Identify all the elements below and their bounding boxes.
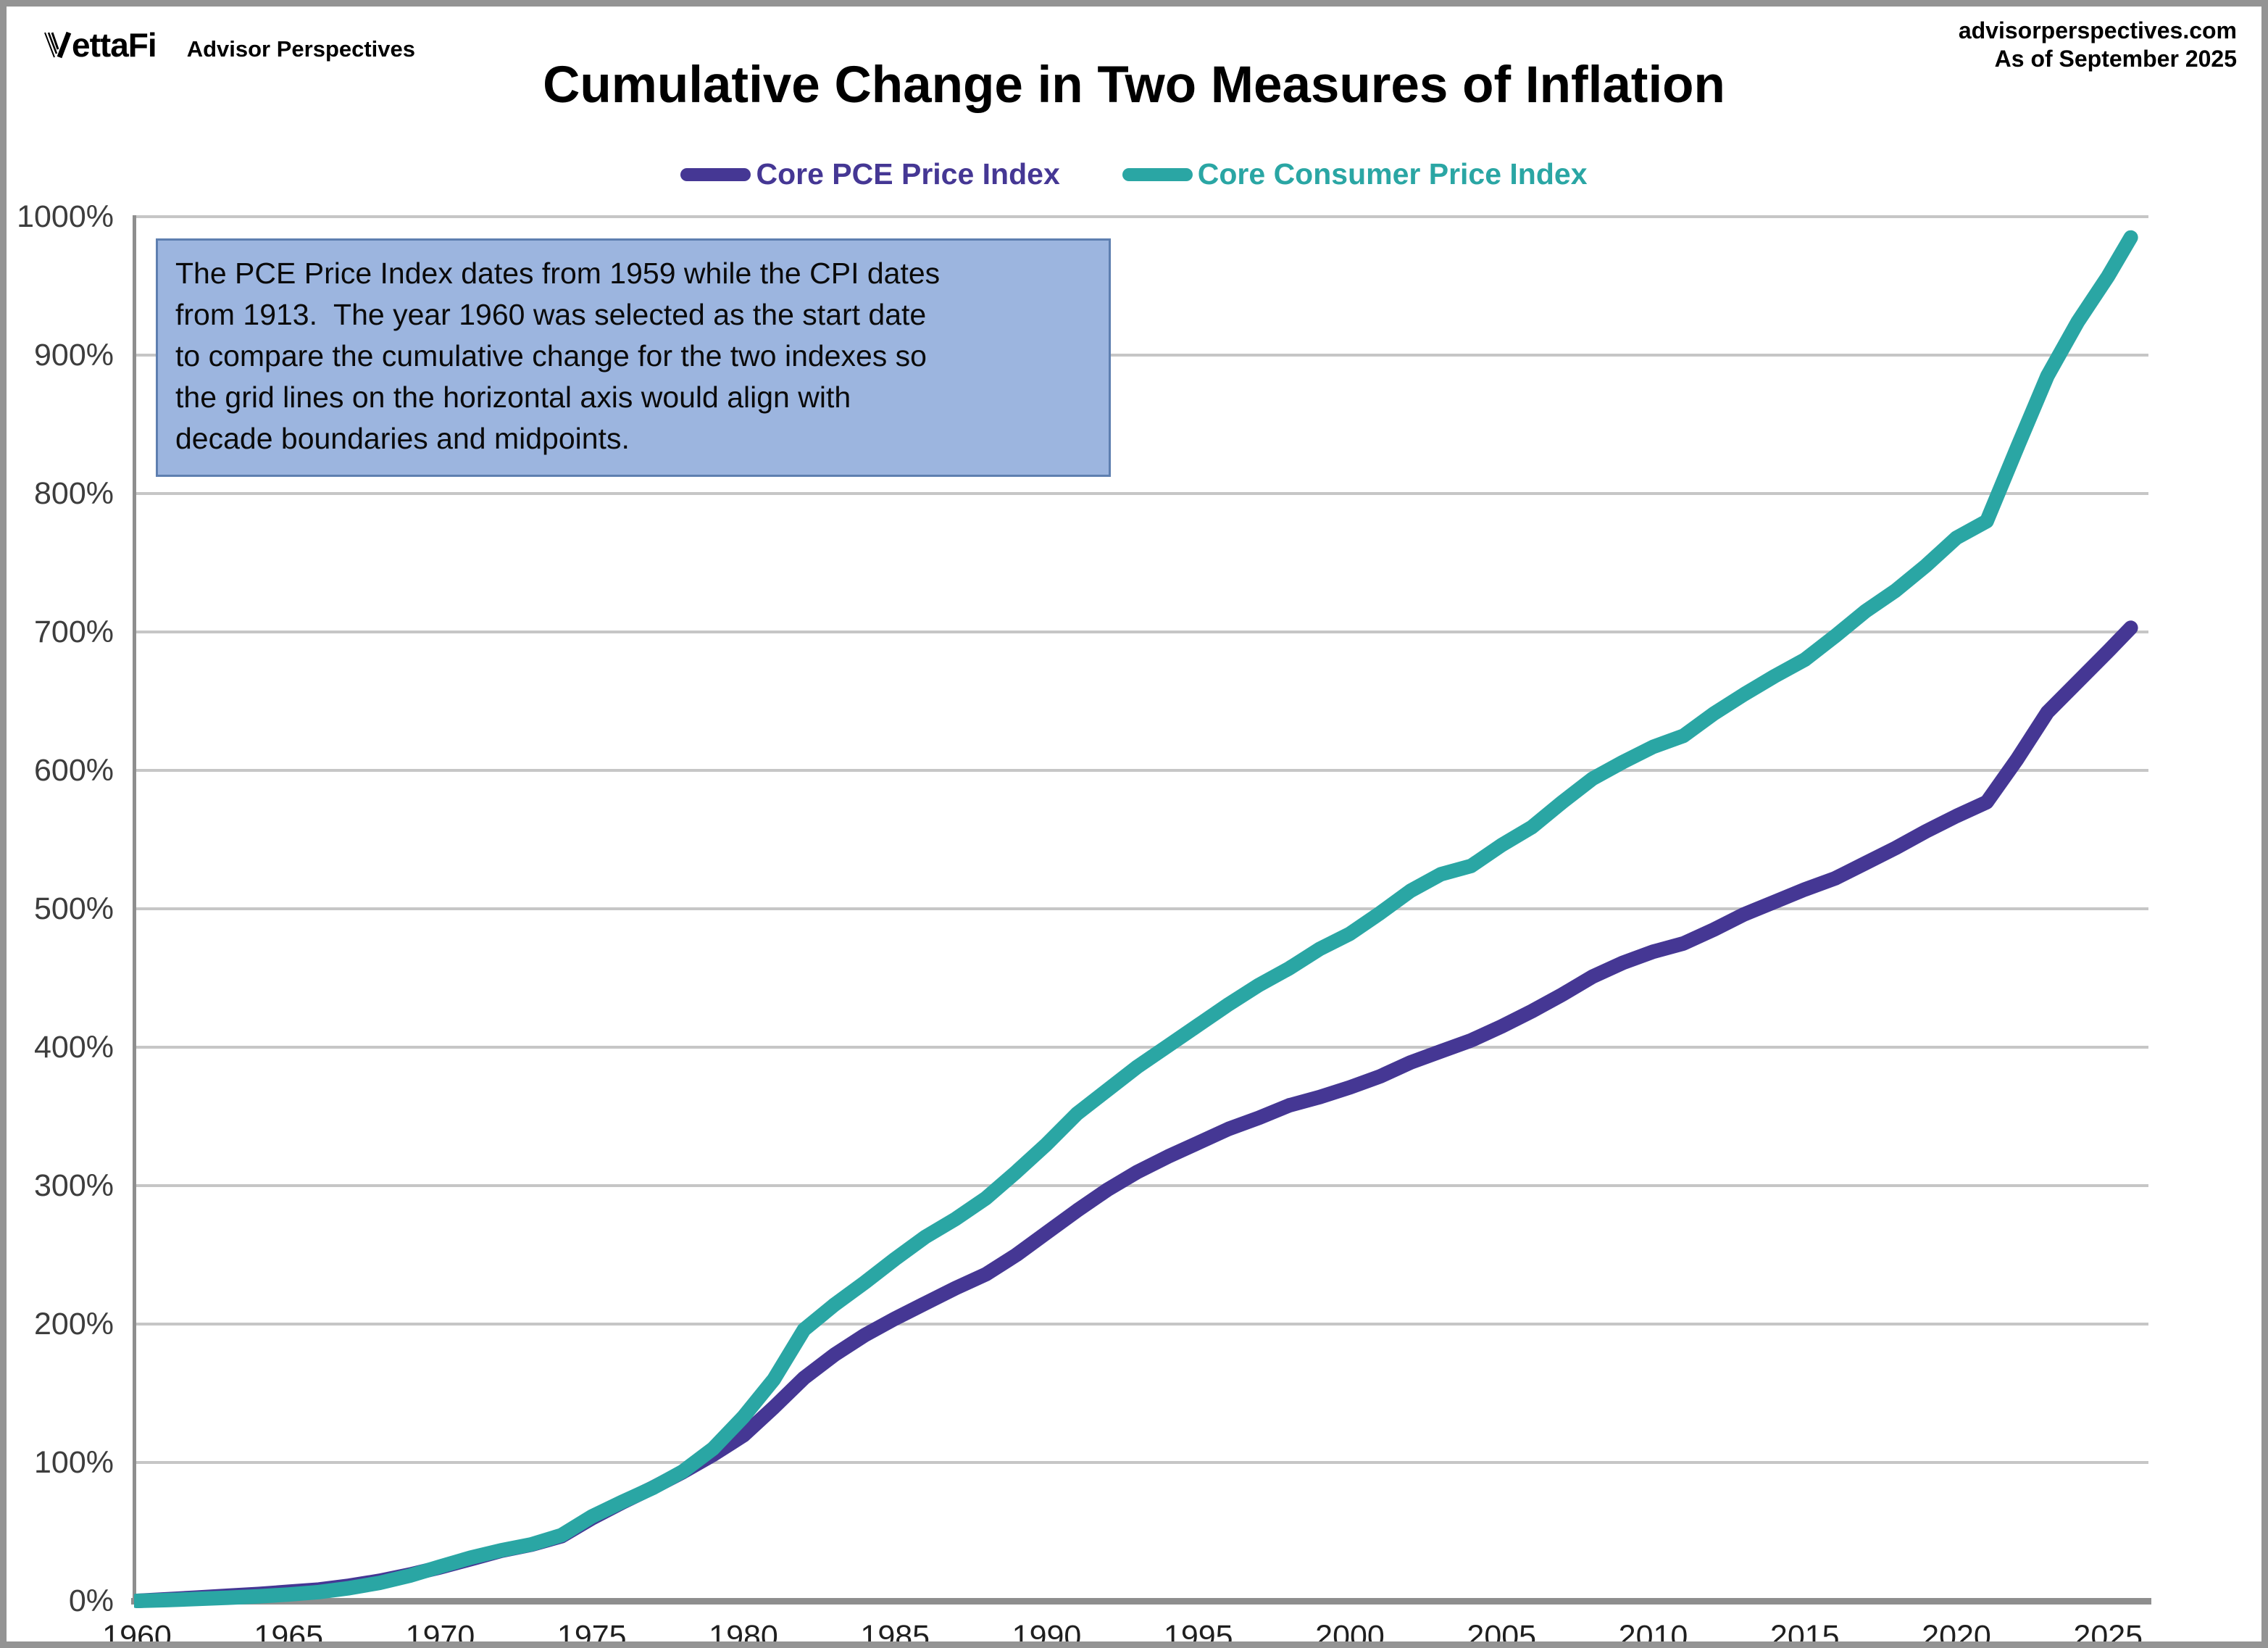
y-axis-label-100: 100% xyxy=(34,1445,114,1480)
source-block: advisorperspectives.com As of September … xyxy=(1959,17,2237,73)
annotation-line-5: decade boundaries and midpoints. xyxy=(175,422,630,455)
legend-item-core-cpi: Core Consumer Price Index xyxy=(1122,157,1588,191)
gridline-300 xyxy=(134,1184,2148,1187)
y-axis-label-700: 700% xyxy=(34,615,114,649)
legend-swatch-core-pce xyxy=(680,167,751,181)
legend-label-core-cpi: Core Consumer Price Index xyxy=(1197,157,1588,191)
y-axis-label-500: 500% xyxy=(34,891,114,926)
legend-item-core-pce: Core PCE Price Index xyxy=(680,157,1060,191)
x-axis-label-2000: 2000 xyxy=(1315,1619,1385,1648)
gridline-100 xyxy=(134,1461,2148,1464)
series-line-core-consumer-price-index xyxy=(134,230,2138,1608)
y-axis-label-400: 400% xyxy=(34,1030,114,1065)
x-axis-label-1960: 1960 xyxy=(102,1619,172,1648)
vettafi-logo-text: ettaFi xyxy=(43,25,157,64)
x-axis-label-2015: 2015 xyxy=(1769,1619,1840,1648)
as-of-date: As of September 2025 xyxy=(1994,46,2237,72)
y-axis-label-600: 600% xyxy=(34,753,114,788)
x-axis-label-1990: 1990 xyxy=(1012,1619,1082,1648)
advisor-perspectives-label: Advisor Perspectives xyxy=(186,36,416,62)
chart-title: Cumulative Change in Two Measures of Inf… xyxy=(543,57,1725,114)
x-axis-label-1975: 1975 xyxy=(556,1619,627,1648)
y-axis-label-300: 300% xyxy=(34,1168,114,1203)
y-axis-label-0: 0% xyxy=(68,1584,114,1618)
annotation-line-4: the grid lines on the horizontal axis wo… xyxy=(175,380,851,414)
plot-area: 0% 100% 200% 300% 400% 500% 600% 700% 800% 900% 10… xyxy=(7,7,2261,1641)
vettafi-logo: ettaFi Advisor Perspectives xyxy=(43,25,415,64)
legend-swatch-core-cpi xyxy=(1122,167,1193,181)
x-axis-label-2005: 2005 xyxy=(1467,1619,1537,1648)
annotation-line-1: The PCE Price Index dates from 1959 whil… xyxy=(175,257,941,290)
y-axis-label-900: 900% xyxy=(34,338,114,373)
gridline-400 xyxy=(134,1046,2148,1049)
x-axis-label-1965: 1965 xyxy=(254,1619,324,1648)
series-line-core-pce-price-index xyxy=(134,620,2138,1608)
annotation-line-3: to compare the cumulative change for the… xyxy=(175,339,927,373)
chart-legend: Core PCE Price Index Core Consumer Price… xyxy=(7,157,2261,191)
vettafi-v-icon xyxy=(43,25,72,64)
gridline-600 xyxy=(134,769,2148,772)
x-axis-label-1985: 1985 xyxy=(860,1619,930,1648)
gridline-1000 xyxy=(134,215,2148,218)
gridline-700 xyxy=(134,631,2148,633)
x-axis-label-1970: 1970 xyxy=(405,1619,475,1648)
gridline-500 xyxy=(134,907,2148,910)
x-axis-label-1980: 1980 xyxy=(709,1619,778,1648)
annotation-line-2: from 1913. The year 1960 was selected as… xyxy=(175,298,927,331)
legend-label-core-pce: Core PCE Price Index xyxy=(756,157,1060,191)
x-axis-label-2020: 2020 xyxy=(1922,1619,1991,1648)
x-axis-line xyxy=(131,1598,2151,1605)
annotation-box: The PCE Price Index dates from 1959 whil… xyxy=(156,238,1111,477)
source-site: advisorperspectives.com xyxy=(1958,17,2237,43)
vettafi-logo-word: ettaFi xyxy=(72,26,157,64)
y-axis-label-200: 200% xyxy=(34,1307,114,1341)
series-plot-svg xyxy=(134,230,2138,1608)
x-axis-label-2010: 2010 xyxy=(1618,1619,1688,1648)
gridline-900 xyxy=(134,354,2148,357)
gridline-200 xyxy=(134,1323,2148,1326)
x-axis-label-2025: 2025 xyxy=(2073,1619,2143,1648)
x-axis-label-1995: 1995 xyxy=(1163,1619,1233,1648)
gridline-800 xyxy=(134,492,2148,495)
y-axis-label-1000: 1000% xyxy=(17,199,114,234)
y-axis-label-800: 800% xyxy=(34,476,114,511)
y-axis-line xyxy=(133,215,136,1604)
